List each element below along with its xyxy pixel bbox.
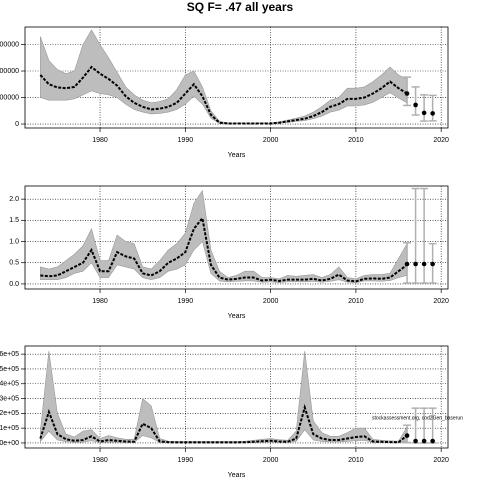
y-tick-label: 2e+05 xyxy=(0,410,19,417)
x-tick-label: 2020 xyxy=(433,457,449,464)
forecast-point xyxy=(413,438,418,444)
forecast-point xyxy=(421,110,427,116)
y-tick-label: 6e+05 xyxy=(0,351,19,358)
x-axis-label: Years xyxy=(228,472,246,479)
x-tick-label: 2000 xyxy=(263,298,279,305)
y-tick-label: 0.0 xyxy=(9,281,19,288)
y-tick-label: 2.0 xyxy=(9,196,19,203)
chart-title: SQ F= .47 all years xyxy=(187,0,294,14)
annotation: stockassessment.org, cod2Gen_baserun xyxy=(372,415,463,421)
y-tick-label: 0e+00 xyxy=(0,440,19,447)
forecast-point xyxy=(404,91,410,96)
forecast-point xyxy=(404,433,410,438)
x-tick-label: 2010 xyxy=(348,137,364,144)
x-tick-label: 2020 xyxy=(433,298,449,305)
x-tick-label: 1980 xyxy=(92,137,108,144)
y-tick-label: 1.0 xyxy=(9,238,19,245)
x-tick-label: 1990 xyxy=(178,298,194,305)
forecast-point xyxy=(430,111,435,116)
y-tick-label: 0.5 xyxy=(9,260,19,267)
y-tick-label: 4e+05 xyxy=(0,381,19,388)
y-tick-label: 1.5 xyxy=(9,217,19,224)
x-tick-label: 2000 xyxy=(263,137,279,144)
x-tick-label: 2010 xyxy=(348,457,364,464)
y-tick-label: 5e+05 xyxy=(0,366,19,373)
plot-frame xyxy=(24,185,449,290)
x-axis-label: Years xyxy=(228,313,246,320)
y-tick-label: 300000 xyxy=(0,41,19,48)
forecast-point xyxy=(430,438,435,444)
forecast-point xyxy=(404,261,410,267)
forecast-point xyxy=(421,438,427,444)
y-tick-label: 3e+05 xyxy=(0,395,19,402)
y-tick-label: 0 xyxy=(15,121,19,128)
x-tick-label: 2010 xyxy=(348,298,364,305)
x-tick-label: 2000 xyxy=(263,457,279,464)
y-tick-label: 200000 xyxy=(0,68,19,75)
x-axis-label: Years xyxy=(228,152,246,159)
plot-frame xyxy=(24,26,449,129)
confidence-band xyxy=(40,29,408,125)
y-tick-label: 100000 xyxy=(0,94,19,101)
confidence-band xyxy=(40,189,408,283)
x-tick-label: 1990 xyxy=(178,457,194,464)
x-tick-label: 1980 xyxy=(92,457,108,464)
y-tick-label: 1e+05 xyxy=(0,425,19,432)
forecast-point xyxy=(421,261,427,267)
confidence-band xyxy=(40,351,408,444)
x-tick-label: 1980 xyxy=(92,298,108,305)
estimate-line xyxy=(39,65,408,125)
forecast-point xyxy=(413,102,418,108)
plot-frame xyxy=(24,345,449,449)
x-tick-label: 2020 xyxy=(433,137,449,144)
estimate-line xyxy=(39,403,408,444)
forecast-point xyxy=(413,261,418,267)
x-tick-label: 1990 xyxy=(178,137,194,144)
forecast-point xyxy=(430,261,435,267)
